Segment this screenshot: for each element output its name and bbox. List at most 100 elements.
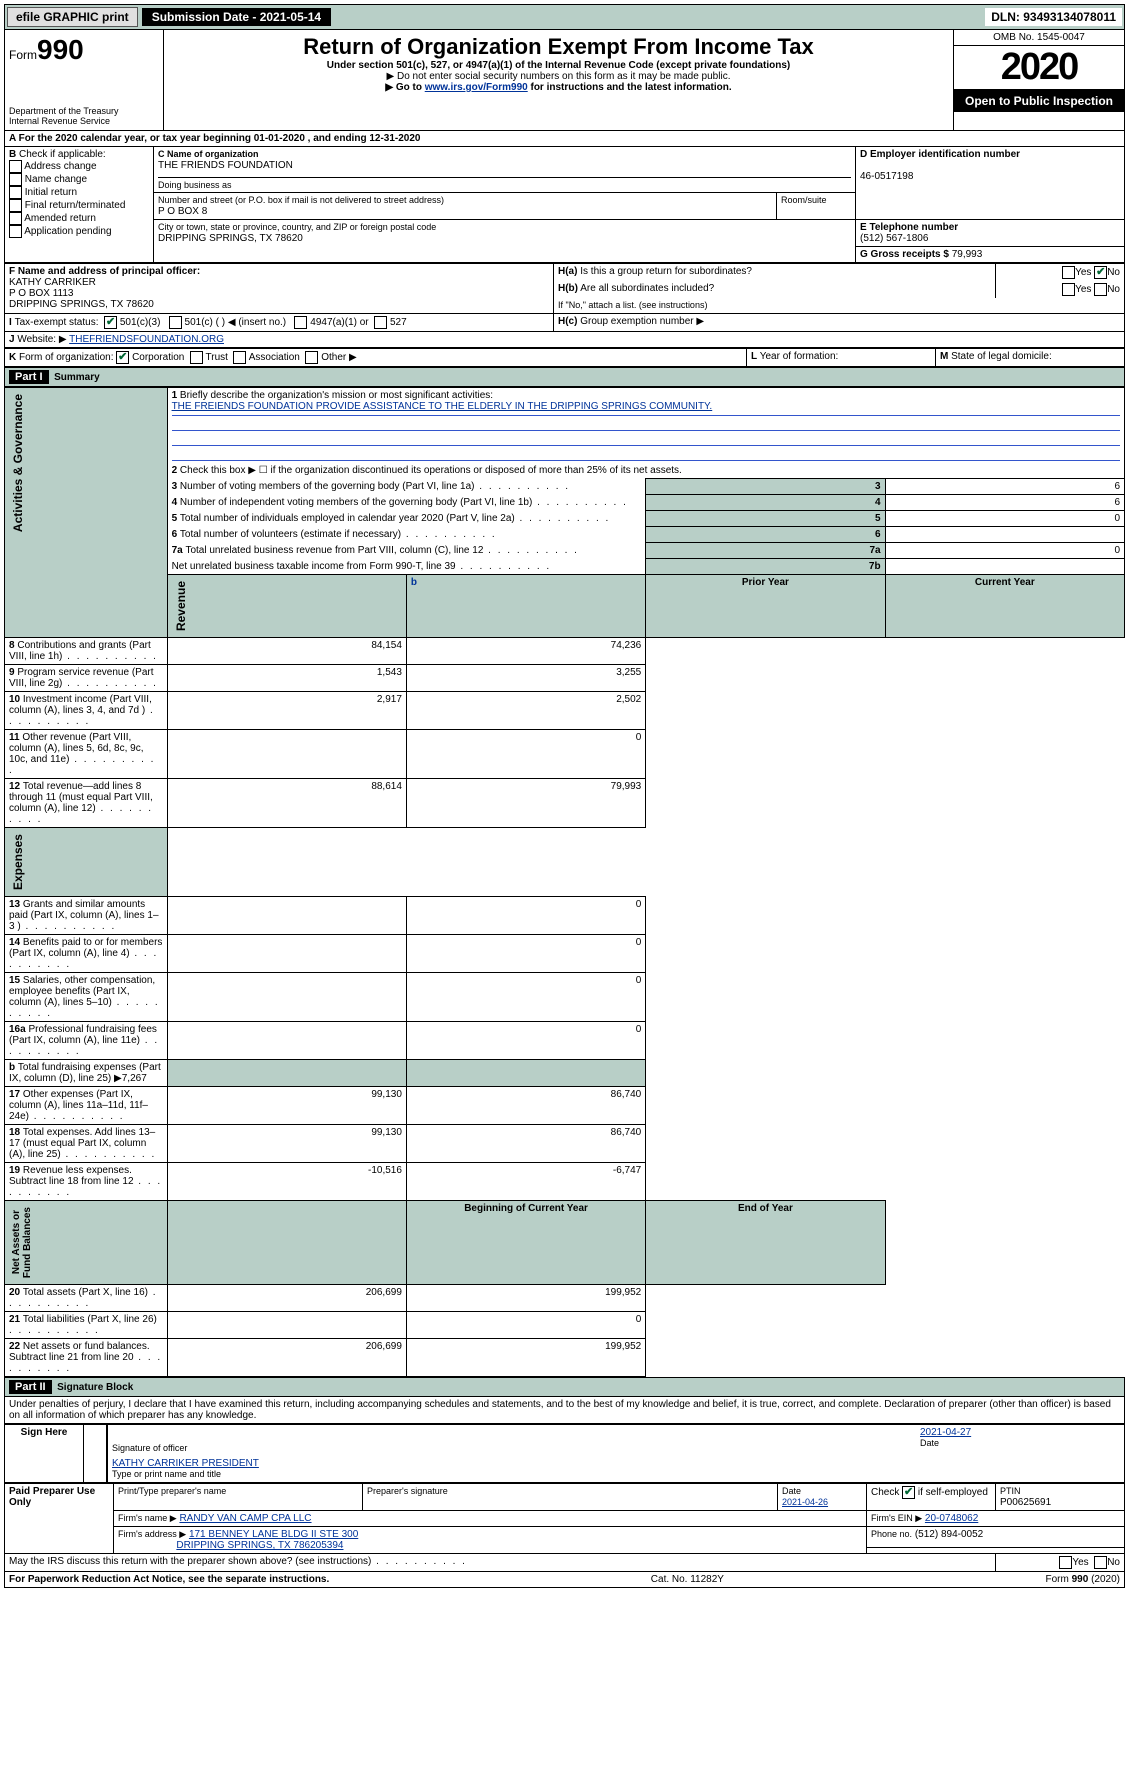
begin-hdr: Beginning of Current Year [406, 1201, 645, 1285]
room-label: Room/suite [781, 195, 827, 205]
sig-date-label: Date [920, 1438, 939, 1448]
firm-phone: (512) 894-0052 [915, 1529, 983, 1540]
website-link[interactable]: THEFRIENDSFOUNDATION.ORG [69, 334, 224, 345]
officer-name: KATHY CARRIKER [9, 277, 96, 288]
org-city: DRIPPING SPRINGS, TX 78620 [158, 233, 303, 244]
footer-mid: Cat. No. 11282Y [651, 1574, 724, 1585]
footer-left: For Paperwork Reduction Act Notice, see … [9, 1574, 329, 1585]
form-header: Form990 Department of the Treasury Inter… [4, 30, 1125, 131]
open-public-badge: Open to Public Inspection [954, 90, 1124, 112]
ha-label: Is this a group return for subordinates? [580, 266, 752, 277]
current-year-hdr: Current Year [885, 575, 1124, 638]
dln-label: DLN: 93493134078011 [985, 8, 1122, 26]
footer-right: Form 990 (2020) [1046, 1574, 1120, 1585]
cb-final-return[interactable] [9, 199, 22, 212]
cb-address-change[interactable] [9, 160, 22, 173]
prep-name-label: Print/Type preparer's name [118, 1486, 226, 1496]
cb-trust[interactable] [190, 351, 203, 364]
mission-text: THE FREIENDS FOUNDATION PROVIDE ASSISTAN… [172, 401, 1120, 416]
cb-initial-return[interactable] [9, 186, 22, 199]
form-title: Return of Organization Exempt From Incom… [168, 34, 949, 60]
hb-label: Are all subordinates included? [580, 283, 714, 294]
discuss-label: May the IRS discuss this return with the… [9, 1556, 371, 1567]
dba-label: Doing business as [158, 177, 851, 190]
ptin-label: PTIN [1000, 1486, 1021, 1496]
cb-corp[interactable] [116, 351, 129, 364]
side-net: Net Assets or Fund Balances [9, 1203, 35, 1282]
cb-4947[interactable] [294, 316, 307, 329]
prior-year-hdr: Prior Year [646, 575, 885, 638]
perjury-decl: Under penalties of perjury, I declare th… [5, 1397, 1125, 1424]
q2-label: Check this box ▶ ☐ if the organization d… [180, 465, 682, 476]
side-rev: Revenue [172, 577, 190, 635]
sign-here-label: Sign Here [5, 1425, 84, 1483]
m-label: State of legal domicile: [951, 351, 1052, 362]
note-ssn: ▶ Do not enter social security numbers o… [168, 71, 949, 82]
prep-sig-label: Preparer's signature [367, 1486, 448, 1496]
discuss-no[interactable] [1094, 1556, 1107, 1569]
l-label: Year of formation: [760, 351, 839, 362]
firm-name[interactable]: RANDY VAN CAMP CPA LLC [179, 1513, 311, 1524]
firm-ein: 20-0748062 [925, 1513, 978, 1524]
cb-527[interactable] [374, 316, 387, 329]
part1-sub: Summary [54, 372, 100, 383]
hb-yes[interactable] [1062, 283, 1075, 296]
officer-name-title: KATHY CARRIKER PRESIDENT [112, 1458, 259, 1469]
org-address: P O BOX 8 [158, 206, 207, 217]
firm-addr2: DRIPPING SPRINGS, TX 786205394 [176, 1540, 343, 1551]
form-word: Form [9, 48, 37, 62]
hb-note: If "No," attach a list. (see instruction… [558, 300, 707, 310]
note-goto-pre: ▶ Go to [385, 82, 424, 93]
k-label: Form of organization: [19, 352, 114, 363]
tax-year: 2020 [954, 46, 1124, 90]
discuss-yes[interactable] [1059, 1556, 1072, 1569]
part2-sub: Signature Block [57, 1382, 133, 1393]
submission-date: Submission Date - 2021-05-14 [142, 8, 331, 26]
c-name-label: C Name of organization [158, 149, 259, 159]
cb-name-change[interactable] [9, 173, 22, 186]
side-exp: Expenses [9, 830, 27, 894]
j-label: Website: ▶ [17, 334, 66, 345]
hc-label: Group exemption number ▶ [580, 316, 704, 327]
firm-addr-label: Firm's address ▶ [118, 1529, 186, 1539]
firm-name-label: Firm's name ▶ [118, 1513, 177, 1523]
officer-addr1: P O BOX 1113 [9, 288, 73, 299]
addr-label: Number and street (or P.O. box if mail i… [158, 195, 444, 205]
i-label: Tax-exempt status: [15, 317, 99, 328]
name-title-label: Type or print name and title [112, 1469, 221, 1479]
prep-date-label: Date [782, 1486, 801, 1496]
part1-badge: Part I [9, 370, 49, 384]
cb-amended[interactable] [9, 212, 22, 225]
q1-label: Briefly describe the organization's miss… [180, 390, 493, 401]
city-label: City or town, state or province, country… [158, 222, 436, 232]
prep-date: 2021-04-26 [782, 1497, 828, 1507]
ha-no[interactable] [1094, 266, 1107, 279]
note-goto-post: for instructions and the latest informat… [528, 82, 732, 93]
b-label: B [9, 149, 19, 160]
f-label: F Name and address of principal officer: [9, 266, 200, 277]
cb-501c3[interactable] [104, 316, 117, 329]
cb-assoc[interactable] [233, 351, 246, 364]
self-emp-check[interactable]: Check if self-employed [871, 1487, 988, 1498]
telephone: (512) 567-1806 [860, 233, 928, 244]
ptin-value: P00625691 [1000, 1497, 1051, 1508]
ein-value: 46-0517198 [860, 171, 913, 182]
cb-app-pending[interactable] [9, 225, 22, 238]
ha-yes[interactable] [1062, 266, 1075, 279]
d-label: D Employer identification number [860, 149, 1020, 160]
efile-button[interactable]: efile GRAPHIC print [7, 7, 138, 27]
cb-other[interactable] [305, 351, 318, 364]
firm-ein-label: Firm's EIN ▶ [871, 1513, 922, 1523]
officer-addr2: DRIPPING SPRINGS, TX 78620 [9, 299, 154, 310]
g-label: G Gross receipts $ [860, 249, 949, 260]
e-label: E Telephone number [860, 222, 958, 233]
hb-no[interactable] [1094, 283, 1107, 296]
end-hdr: End of Year [646, 1201, 885, 1285]
firm-phone-label: Phone no. [871, 1529, 912, 1539]
sig-date: 2021-04-27 [920, 1427, 971, 1438]
part2-badge: Part II [9, 1380, 52, 1394]
form990-link[interactable]: www.irs.gov/Form990 [425, 82, 528, 93]
cb-501c[interactable] [169, 316, 182, 329]
firm-addr1: 171 BENNEY LANE BLDG II STE 300 [189, 1529, 358, 1540]
org-name: THE FRIENDS FOUNDATION [158, 160, 293, 171]
